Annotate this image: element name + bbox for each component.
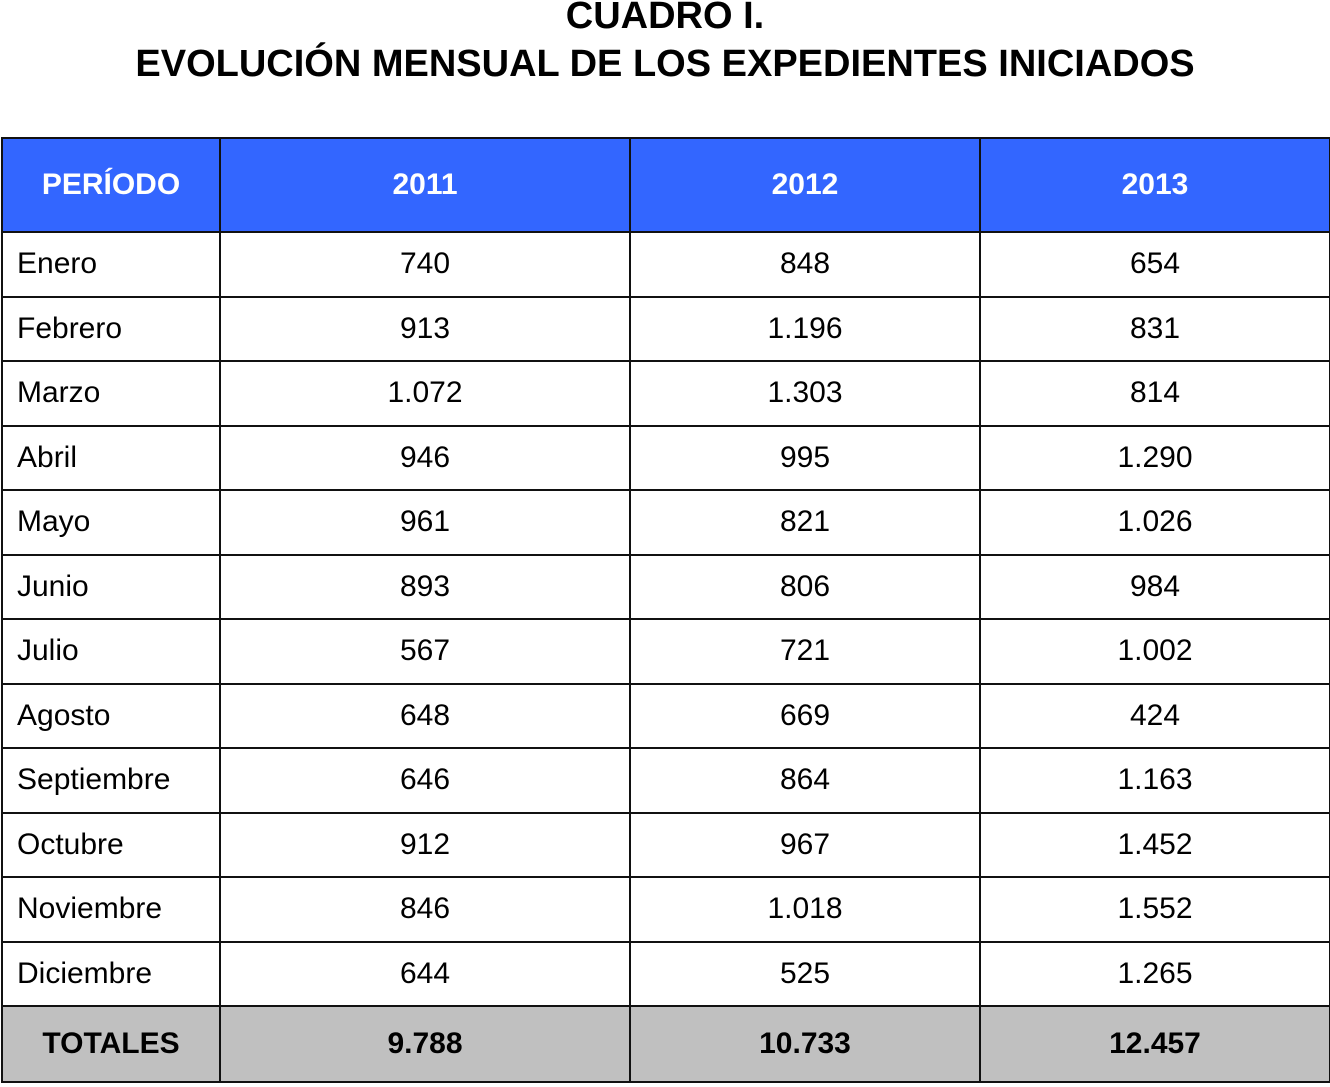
value-2013-cell: 1.002 (979, 618, 1330, 685)
table-row: Octubre 912 967 1.452 (1, 811, 1330, 878)
value-2012-cell: 1.196 (629, 295, 981, 362)
value-2012-cell: 525 (629, 940, 981, 1007)
value-2011-cell: 946 (219, 424, 631, 491)
period-cell: Abril (1, 424, 221, 491)
value-2013-cell: 1.163 (979, 747, 1330, 814)
table-number: CUADRO I. (565, 0, 765, 37)
table-row: Mayo 961 821 1.026 (1, 489, 1330, 556)
period-cell: Diciembre (1, 940, 221, 1007)
table-row: Febrero 913 1.196 831 (1, 295, 1330, 362)
value-2011-cell: 893 (219, 553, 631, 620)
value-2012-cell: 848 (629, 231, 981, 298)
value-2011-cell: 913 (219, 295, 631, 362)
period-cell: Mayo (1, 489, 221, 556)
value-2012-cell: 669 (629, 682, 981, 749)
period-cell: Agosto (1, 682, 221, 749)
value-2011-cell: 740 (219, 231, 631, 298)
value-2013-cell: 654 (979, 231, 1330, 298)
table-row: Agosto 648 669 424 (1, 682, 1330, 749)
period-cell: Septiembre (1, 747, 221, 814)
value-2011-cell: 912 (219, 811, 631, 878)
value-2012-cell: 995 (629, 424, 981, 491)
header-periodo: PERÍODO (1, 137, 221, 233)
table-row: Marzo 1.072 1.303 814 (1, 360, 1330, 427)
table-title: EVOLUCIÓN MENSUAL DE LOS EXPEDIENTES INI… (135, 43, 1195, 85)
period-cell: Marzo (1, 360, 221, 427)
value-2013-cell: 984 (979, 553, 1330, 620)
value-2012-cell: 721 (629, 618, 981, 685)
period-cell: Enero (1, 231, 221, 298)
table-row: Diciembre 644 525 1.265 (1, 940, 1330, 1007)
table-row: Julio 567 721 1.002 (1, 618, 1330, 685)
period-cell: Febrero (1, 295, 221, 362)
header-2013: 2013 (979, 137, 1330, 233)
value-2012-cell: 864 (629, 747, 981, 814)
total-2012: 10.733 (629, 1005, 981, 1083)
value-2011-cell: 648 (219, 682, 631, 749)
value-2012-cell: 1.018 (629, 876, 981, 943)
value-2013-cell: 831 (979, 295, 1330, 362)
value-2012-cell: 1.303 (629, 360, 981, 427)
value-2013-cell: 1.552 (979, 876, 1330, 943)
total-2011: 9.788 (219, 1005, 631, 1083)
value-2011-cell: 1.072 (219, 360, 631, 427)
table-row: Enero 740 848 654 (1, 231, 1330, 298)
table-row: Abril 946 995 1.290 (1, 424, 1330, 491)
value-2011-cell: 646 (219, 747, 631, 814)
header-row: PERÍODO 2011 2012 2013 (1, 137, 1330, 233)
value-2011-cell: 567 (219, 618, 631, 685)
period-cell: Julio (1, 618, 221, 685)
value-2013-cell: 1.290 (979, 424, 1330, 491)
table-row: Noviembre 846 1.018 1.552 (1, 876, 1330, 943)
value-2011-cell: 961 (219, 489, 631, 556)
header-2011: 2011 (219, 137, 631, 233)
value-2013-cell: 1.026 (979, 489, 1330, 556)
value-2011-cell: 644 (219, 940, 631, 1007)
value-2013-cell: 814 (979, 360, 1330, 427)
value-2011-cell: 846 (219, 876, 631, 943)
value-2012-cell: 806 (629, 553, 981, 620)
value-2012-cell: 967 (629, 811, 981, 878)
table-row: Septiembre 646 864 1.163 (1, 747, 1330, 814)
header-2012: 2012 (629, 137, 981, 233)
period-cell: Junio (1, 553, 221, 620)
totals-label: TOTALES (1, 1005, 221, 1083)
value-2013-cell: 424 (979, 682, 1330, 749)
value-2013-cell: 1.265 (979, 940, 1330, 1007)
total-2013: 12.457 (979, 1005, 1330, 1083)
period-cell: Octubre (1, 811, 221, 878)
period-cell: Noviembre (1, 876, 221, 943)
table-row: Junio 893 806 984 (1, 553, 1330, 620)
value-2013-cell: 1.452 (979, 811, 1330, 878)
expedientes-table: PERÍODO 2011 2012 2013 Enero 740 848 654 Feb… (1, 137, 1330, 1083)
totals-row: TOTALES 9.788 10.733 12.457 (1, 1005, 1330, 1083)
value-2012-cell: 821 (629, 489, 981, 556)
